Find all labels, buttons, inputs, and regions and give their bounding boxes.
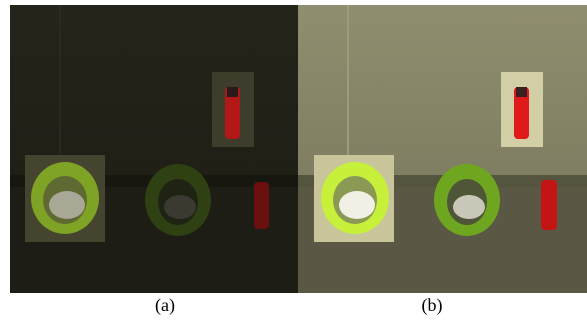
tape-inner [164, 195, 196, 219]
caption: (b) [422, 295, 443, 316]
caption: (a) [155, 295, 175, 316]
image-a [10, 5, 298, 293]
spray-cap [516, 87, 527, 97]
spray-can [254, 182, 269, 229]
tape-inner [453, 195, 485, 219]
spray-cap [227, 87, 238, 97]
image-b [298, 5, 587, 293]
tape-inner [49, 191, 85, 219]
tape-inner [339, 191, 375, 219]
spray-can [541, 180, 557, 230]
figure: (a) (b) [0, 0, 587, 320]
